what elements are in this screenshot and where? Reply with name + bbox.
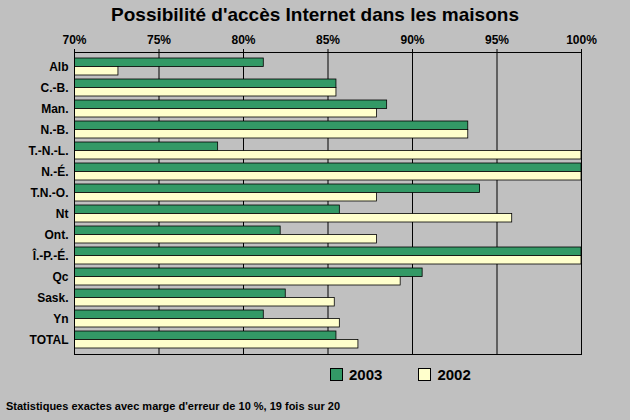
- svg-text:Qc: Qc: [52, 270, 68, 284]
- svg-text:70%: 70%: [62, 33, 86, 47]
- svg-text:T.N.-O.: T.N.-O.: [31, 186, 69, 200]
- svg-text:Sask.: Sask.: [37, 291, 68, 305]
- svg-text:Ont.: Ont.: [45, 228, 69, 242]
- html-text:2002: 2002: [437, 366, 471, 383]
- svg-text:N.-B.: N.-B.: [41, 123, 69, 137]
- svg-text:N.-É.: N.-É.: [41, 164, 68, 179]
- svg-text:TOTAL: TOTAL: [30, 333, 69, 347]
- svg-text:95%: 95%: [485, 33, 509, 47]
- svg-text:C.-B.: C.-B.: [41, 81, 69, 95]
- svg-text:80%: 80%: [231, 33, 255, 47]
- svg-text:100%: 100%: [566, 33, 597, 47]
- svg-text:Alb: Alb: [49, 60, 68, 74]
- svg-text:Man.: Man.: [41, 102, 68, 116]
- html-text:2003: 2003: [349, 366, 383, 383]
- html-text:Possibilité d'accès Internet d: Possibilité d'accès Internet dans les ma…: [111, 4, 519, 25]
- svg-text:90%: 90%: [400, 33, 424, 47]
- svg-text:Î.-P.-É.: Î.-P.-É.: [32, 248, 69, 263]
- svg-text:Yn: Yn: [53, 312, 68, 326]
- svg-text:T.-N.-L.: T.-N.-L.: [29, 144, 69, 158]
- svg-text:75%: 75%: [147, 33, 171, 47]
- svg-text:Nt: Nt: [56, 207, 69, 221]
- svg-text:85%: 85%: [316, 33, 340, 47]
- html-text:Statistiques exactes avec marg: Statistiques exactes avec marge d'erreur…: [6, 400, 340, 412]
